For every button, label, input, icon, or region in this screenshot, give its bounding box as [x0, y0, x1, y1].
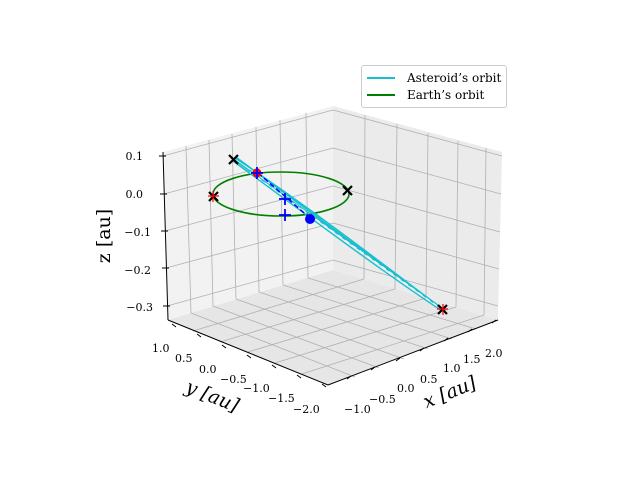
z-axis-label: z [au] — [93, 209, 115, 263]
asteroid-line-swatch-icon — [367, 77, 395, 79]
y-axis-line — [167, 319, 329, 386]
blue-plus-marker-icon — [279, 209, 291, 221]
cross-marker-icon — [228, 154, 239, 165]
z-axis-line — [162, 151, 169, 321]
svg-text:0.5: 0.5 — [420, 373, 438, 386]
legend-label: Asteroid’s orbit — [407, 71, 502, 85]
svg-text:−1.0: −1.0 — [344, 403, 371, 416]
legend-label: Earth’s orbit — [407, 88, 485, 102]
x-ticks — [346, 319, 497, 380]
blue-plus-marker-icon — [279, 193, 291, 205]
svg-text:−1.0: −1.0 — [243, 382, 270, 395]
markers — [208, 154, 448, 315]
y-ticks — [171, 323, 327, 388]
svg-text:−2.0: −2.0 — [293, 403, 320, 416]
svg-text:0.0: 0.0 — [199, 363, 217, 376]
legend-item-earth: Earth’s orbit — [367, 87, 484, 103]
svg-text:−0.2: −0.2 — [124, 264, 151, 277]
x-tick-labels: −1.0 −0.5 0.0 0.5 1.0 1.5 2.0 — [344, 347, 503, 416]
floor-pane — [168, 270, 498, 385]
svg-text:0.0: 0.0 — [397, 382, 415, 395]
svg-text:−0.5: −0.5 — [220, 373, 247, 386]
earth-line-swatch-icon — [367, 94, 395, 96]
transfer-path — [257, 172, 311, 219]
svg-text:1.5: 1.5 — [463, 353, 481, 366]
svg-text:−1.5: −1.5 — [268, 392, 295, 405]
svg-text:−0.5: −0.5 — [369, 393, 396, 406]
svg-text:−0.1: −0.1 — [124, 226, 151, 239]
red-cross-marker-icon — [437, 304, 448, 315]
svg-text:0.1: 0.1 — [126, 150, 144, 163]
svg-text:1.0: 1.0 — [443, 362, 461, 375]
svg-text:0.0: 0.0 — [126, 188, 144, 201]
svg-text:1.0: 1.0 — [152, 342, 170, 355]
z-ticks — [159, 155, 170, 307]
grid-lines — [162, 109, 503, 378]
y-tick-labels: 1.0 0.5 0.0 −0.5 −1.0 −1.5 −2.0 — [152, 342, 320, 416]
red-cross-marker-icon — [208, 191, 219, 202]
legend: Asteroid’s orbit Earth’s orbit — [361, 65, 507, 108]
z-tick-labels: 0.1 0.0 −0.1 −0.2 −0.3 — [124, 150, 153, 314]
svg-text:2.0: 2.0 — [485, 347, 503, 360]
cross-marker-icon — [342, 185, 353, 196]
svg-text:0.5: 0.5 — [175, 352, 193, 365]
svg-text:−0.3: −0.3 — [126, 301, 153, 314]
legend-item-asteroid: Asteroid’s orbit — [367, 70, 501, 86]
blue-dot-marker-icon — [305, 214, 315, 224]
blue-plus-marker-icon — [251, 167, 263, 179]
